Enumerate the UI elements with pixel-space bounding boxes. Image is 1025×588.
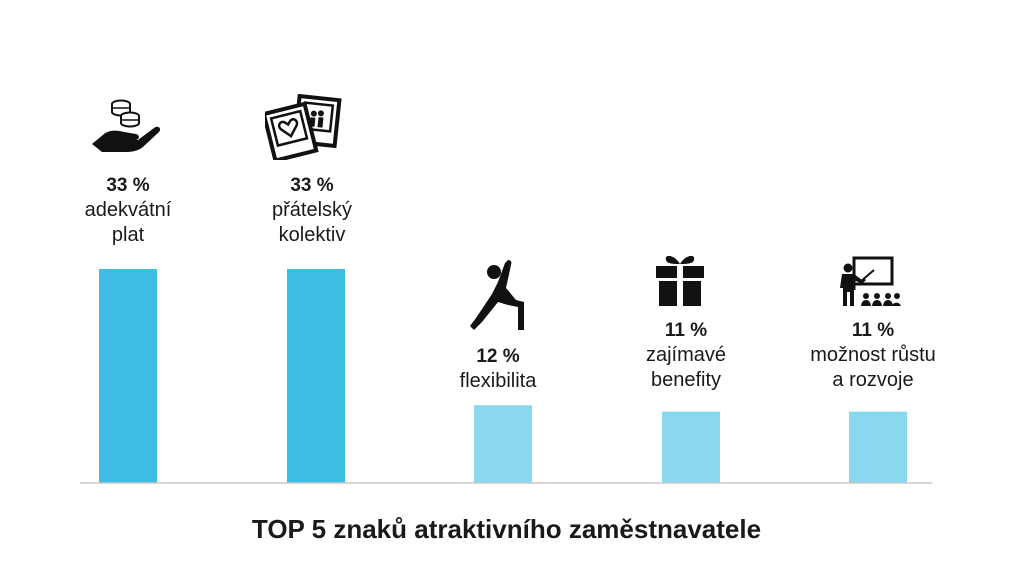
data-value-label: 11 % (664, 320, 708, 341)
bar-label: 12 % flexibilita (408, 344, 588, 394)
teacher-presentation-icon (840, 256, 901, 306)
bar-0 (99, 269, 157, 483)
category-label: adekvátní plat (84, 199, 172, 246)
gift-box-icon (656, 255, 704, 306)
bar-label: 11 % zajímavé benefity (596, 318, 776, 393)
data-value-label: 12 % (476, 346, 520, 367)
data-value-label: 11 % (851, 320, 895, 341)
bar-label: 33 % přátelský kolektiv (222, 173, 402, 248)
bar-label: 33 % adekvátní plat (38, 173, 218, 248)
bar-2 (474, 405, 532, 483)
chart-title: TOP 5 znaků atraktivního zaměstnavatele (251, 514, 762, 544)
bar-label: 11 % možnost růstu a rozvoje (783, 318, 963, 393)
coins-in-hand-icon (92, 99, 161, 152)
category-label: flexibilita (459, 370, 537, 392)
bar-3 (662, 411, 720, 483)
category-label: možnost růstu a rozvoje (810, 344, 936, 391)
bar-1 (287, 269, 345, 483)
data-value-label: 33 % (106, 175, 150, 196)
data-value-label: 33 % (290, 175, 334, 196)
yoga-pose-icon (470, 260, 524, 330)
photos-icon (265, 94, 342, 160)
category-label: zajímavé benefity (645, 344, 727, 391)
bar-4 (849, 411, 907, 483)
category-label: přátelský kolektiv (271, 199, 353, 246)
